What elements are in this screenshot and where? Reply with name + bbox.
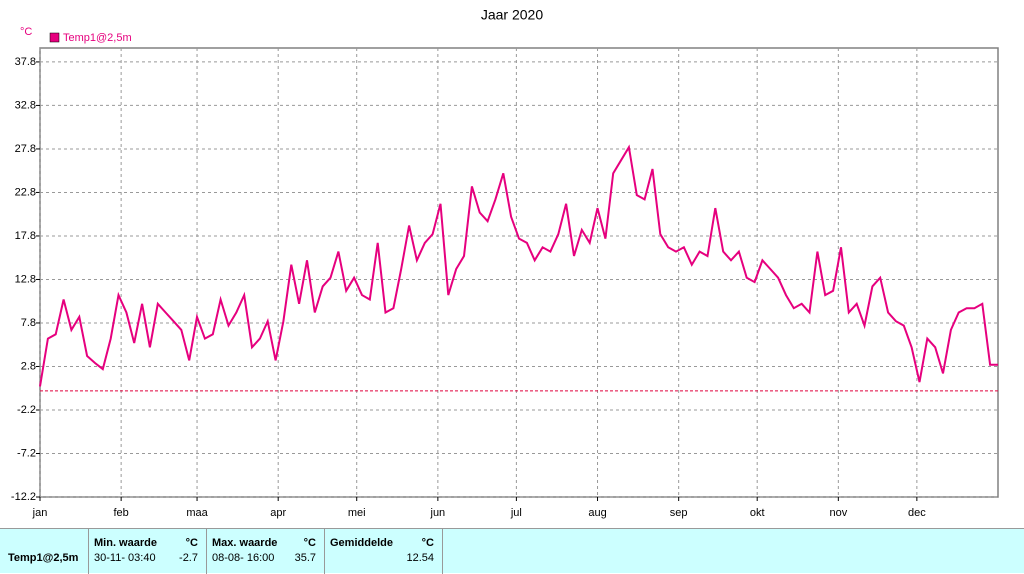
cell-value: 35.7 xyxy=(294,552,316,564)
x-tick-label: maa xyxy=(186,507,208,519)
legend-label: Temp1@2,5m xyxy=(63,32,132,44)
chart-title: Jaar 2020 xyxy=(481,7,543,23)
cell-time: 30-11- 03:40 xyxy=(94,552,156,564)
y-tick-label: 2.8 xyxy=(21,360,36,372)
y-tick-label: 27.8 xyxy=(15,143,36,155)
x-tick-label: aug xyxy=(588,507,606,519)
x-tick-label: nov xyxy=(829,507,847,519)
table-cell: Min. waarde °C 30-11- 03:40 -2.7 xyxy=(89,529,207,574)
x-tick-label: jun xyxy=(430,507,446,519)
legend-swatch xyxy=(49,32,60,43)
cell-value: -2.7 xyxy=(179,552,198,564)
series-line xyxy=(39,144,998,387)
x-tick-label: dec xyxy=(908,507,926,519)
cell-value: 12.54 xyxy=(406,552,434,564)
table-cell: Gemiddelde °C 12.54 xyxy=(325,529,443,574)
summary-table: Temp1@2,5m Min. waarde °C 30-11- 03:40 -2.7 M… xyxy=(0,528,1024,574)
y-axis-label: °C xyxy=(20,26,32,38)
column-header: Max. waarde xyxy=(212,537,278,549)
chart: Jaar 2020 °C -12.2 -7.2 -2.2 2.8 7.8 12.8 17.8… xyxy=(11,7,999,519)
x-tick-label: feb xyxy=(113,507,128,519)
table-cell: Max. waarde °C 08-08- 16:00 35.7 xyxy=(207,529,325,574)
y-tick-label: 17.8 xyxy=(15,230,36,242)
y-tick-label: 22.8 xyxy=(15,186,36,198)
y-tick-label: -7.2 xyxy=(17,447,36,459)
column-unit: °C xyxy=(421,537,434,549)
column-header: Min. waarde xyxy=(94,537,157,549)
x-tick-label: sep xyxy=(670,507,688,519)
x-tick-label: mei xyxy=(348,507,366,519)
column-unit: °C xyxy=(185,537,198,549)
x-tick-label: apr xyxy=(270,507,286,519)
plot-area xyxy=(39,47,999,498)
x-tick-label: jul xyxy=(510,507,522,519)
y-tick-label: 37.8 xyxy=(15,56,36,68)
y-tick-label: -2.2 xyxy=(17,404,36,416)
column-unit: °C xyxy=(303,537,316,549)
y-tick-label: 7.8 xyxy=(21,317,36,329)
x-tick-label: okt xyxy=(750,507,765,519)
column-header: Gemiddelde xyxy=(330,537,393,549)
y-tick-label: 12.8 xyxy=(15,273,36,285)
cell-time: 08-08- 16:00 xyxy=(212,552,275,564)
row-label: Temp1@2,5m xyxy=(8,552,79,564)
table-cell: Temp1@2,5m xyxy=(0,529,89,574)
y-tick-label: -12.2 xyxy=(11,491,36,503)
x-tick-label: jan xyxy=(32,507,48,519)
y-tick-label: 32.8 xyxy=(15,99,36,111)
